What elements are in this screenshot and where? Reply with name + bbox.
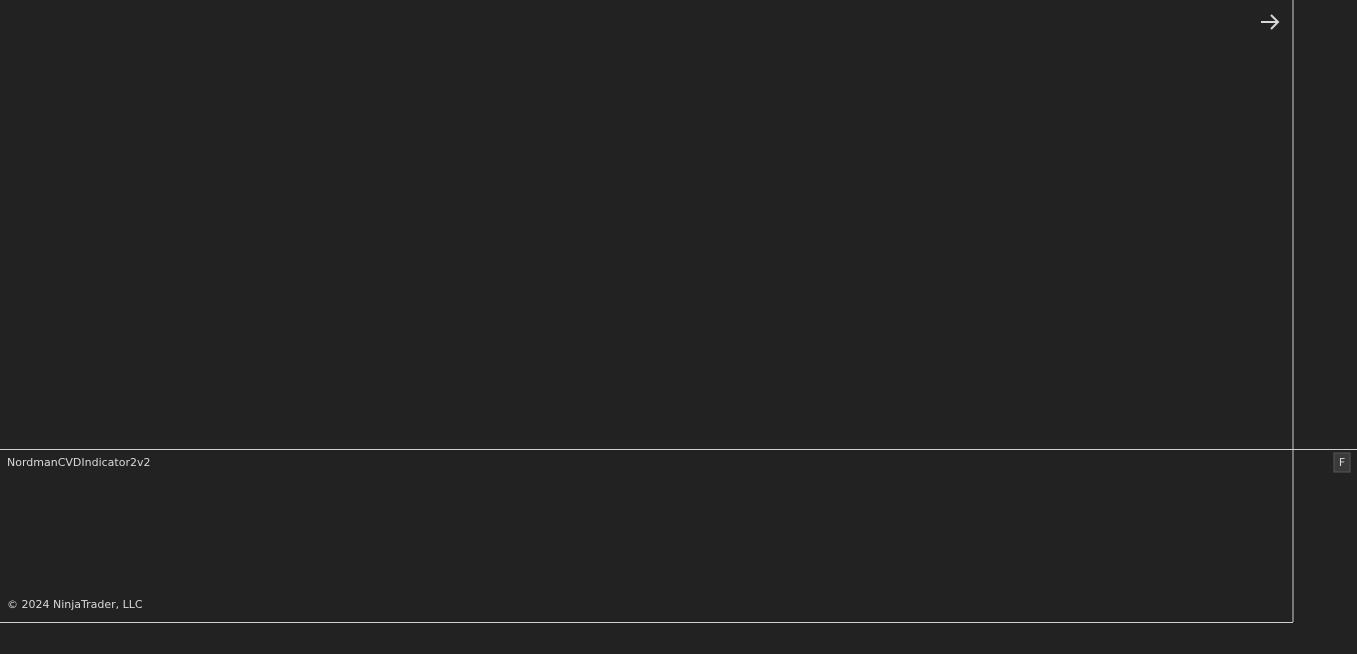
scroll-arrow[interactable] [1261,14,1280,30]
f-button[interactable] [1333,452,1351,473]
arrow-icon[interactable] [1261,14,1280,30]
copyright: © 2024 NinjaTrader, LLC [7,598,143,611]
indicator-title: NordmanCVDIndicator2v2 [7,456,151,469]
f-button-label[interactable]: F [1339,456,1345,469]
